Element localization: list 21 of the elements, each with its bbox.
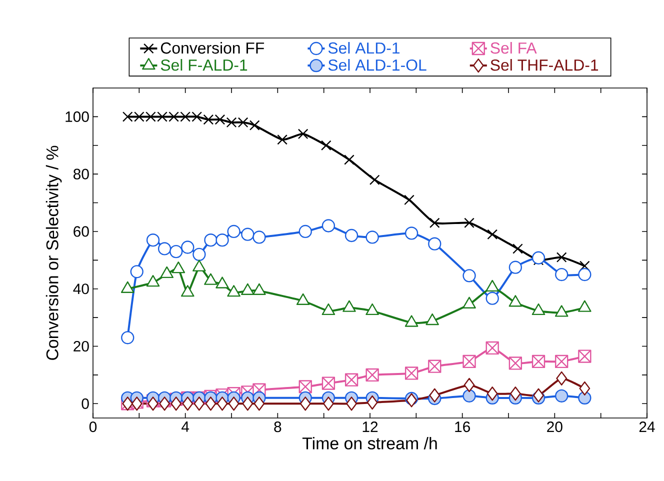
legend-label: Sel FA [490,42,537,54]
x-tick-label: 20 [547,422,562,432]
y-tick-label: 60 [74,226,89,237]
legend-label: Sel ALD-1-OL [328,59,426,71]
legend-label: Sel F-ALD-1 [160,59,248,71]
legend-label: Conversion FF [160,42,264,54]
y-tick-label: 40 [73,284,89,294]
x-tick-label: 4 [182,422,190,432]
x-tick-label: 24 [639,422,655,432]
legend-label: Sel ALD-1 [328,42,400,54]
x-tick-label: 8 [274,422,282,432]
y-tick-label: 100 [66,111,89,122]
legend-label: Sel THF-ALD-1 [490,59,598,71]
y-axis-title: Conversion or Selectivity / % [46,146,62,360]
x-axis-title: Time on stream /h [302,436,437,450]
y-tick-label: 0 [82,398,89,409]
y-tick-label: 80 [74,168,89,180]
y-tick-label: 20 [74,340,89,352]
x-tick-label: 16 [455,422,470,432]
x-tick-label: 12 [362,422,378,432]
x-tick-label: 0 [89,422,97,432]
